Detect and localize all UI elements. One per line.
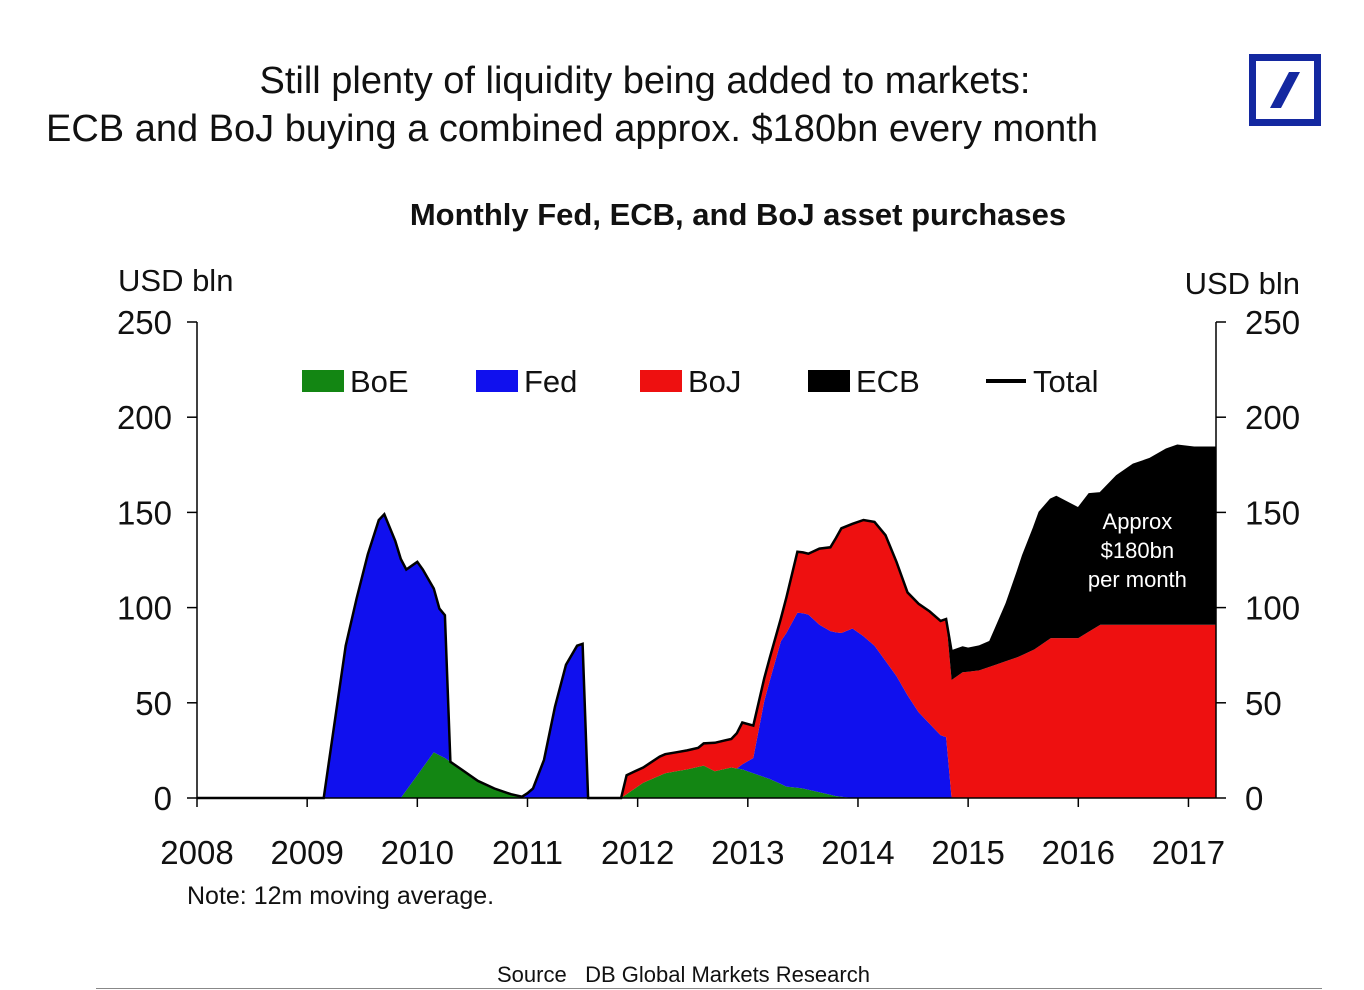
legend-label: Fed [524, 364, 577, 399]
y-tick-label-right: 150 [1245, 494, 1300, 531]
y-axis-label-right: USD bln [1185, 266, 1300, 301]
legend: BoE Fed BoJ ECB Total [302, 364, 1098, 399]
x-tick-label: 2011 [492, 834, 563, 871]
source-divider [96, 988, 1322, 989]
legend-label: BoE [350, 364, 409, 399]
x-tick-label: 2017 [1152, 834, 1225, 871]
total-line [197, 444, 1216, 800]
annotation-line: per month [1088, 567, 1187, 592]
legend-item-fed: Fed [476, 364, 577, 399]
area-ecb [197, 445, 1216, 798]
legend-item-ecb: ECB [808, 364, 920, 399]
source-line: Source DB Global Markets Research [497, 962, 870, 988]
headline-line-2: ECB and BoJ buying a combined approx. $1… [46, 108, 1098, 150]
legend-swatch [302, 370, 344, 392]
legend-swatch [640, 370, 682, 392]
deutsche-bank-logo [1249, 54, 1321, 126]
annotation: Approx $180bn per month [1088, 509, 1187, 592]
headline-line-1: Still plenty of liquidity being added to… [259, 60, 1031, 102]
x-tick-label: 2014 [821, 834, 894, 871]
legend-item-boj: BoJ [640, 364, 741, 399]
y-tick-label-left: 250 [117, 304, 172, 341]
x-tick-label: 2013 [711, 834, 784, 871]
slash-logo-icon [1270, 72, 1300, 108]
legend-label: Total [1033, 364, 1098, 399]
y-tick-label-left: 200 [117, 399, 172, 436]
x-tick-label: 2016 [1042, 834, 1115, 871]
area-boj [197, 514, 1216, 798]
legend-label: ECB [856, 364, 920, 399]
legend-label: BoJ [688, 364, 741, 399]
chart-note: Note: 12m moving average. [187, 882, 494, 910]
annotation-line: $180bn [1101, 538, 1174, 563]
x-tick-label: 2012 [601, 834, 674, 871]
y-tick-label-right: 100 [1245, 590, 1300, 627]
y-tick-label-left: 0 [154, 780, 172, 817]
y-tick-label-right: 50 [1245, 685, 1282, 722]
legend-swatch [476, 370, 518, 392]
axes-group: 0 0 50 50 100 100 150 150 200 200 250 250 2008 2009 20… [117, 304, 1300, 871]
y-tick-label-right: 200 [1245, 399, 1300, 436]
chart-title: Monthly Fed, ECB, and BoJ asset purchase… [410, 197, 1066, 232]
y-tick-label-left: 100 [117, 590, 172, 627]
legend-item-boe: BoE [302, 364, 409, 399]
legend-item-total: Total [986, 364, 1098, 399]
source-label: Source [497, 962, 567, 987]
y-tick-label-left: 150 [117, 494, 172, 531]
x-tick-label: 2010 [381, 834, 454, 871]
y-axis-label-left: USD bln [118, 263, 233, 298]
x-tick-label: 2015 [931, 834, 1004, 871]
y-tick-label-right: 0 [1245, 780, 1263, 817]
x-tick-label: 2008 [160, 834, 233, 871]
source-text: DB Global Markets Research [585, 962, 870, 987]
y-tick-label-right: 250 [1245, 304, 1300, 341]
y-tick-label-left: 50 [135, 685, 172, 722]
area-fed [197, 514, 1216, 798]
annotation-line: Approx [1103, 509, 1173, 534]
x-tick-label: 2009 [270, 834, 343, 871]
legend-swatch [808, 370, 850, 392]
area-series-group [197, 444, 1216, 800]
